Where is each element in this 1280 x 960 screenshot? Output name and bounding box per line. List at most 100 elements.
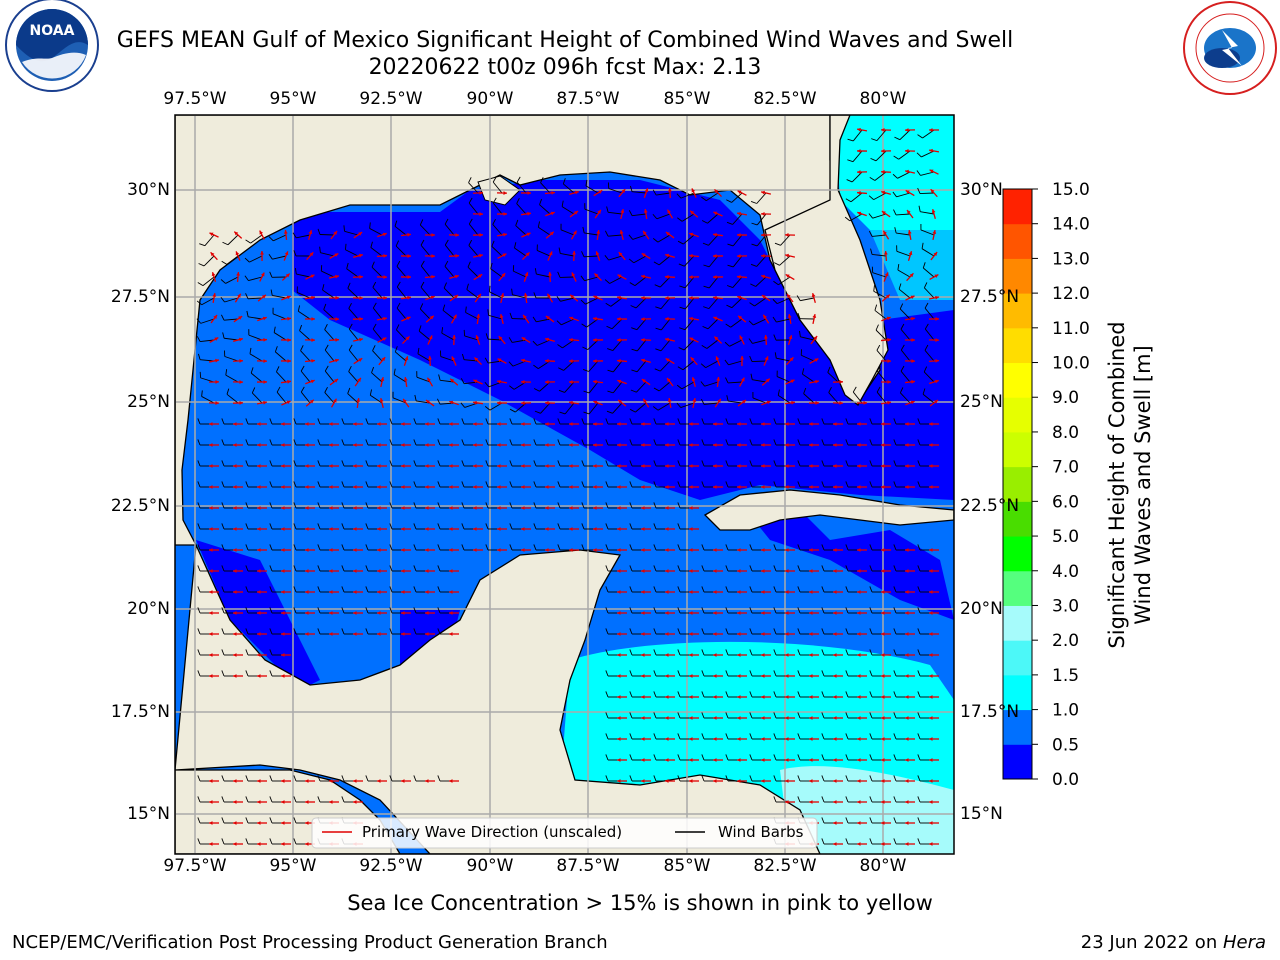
wave-arrow-head	[809, 590, 813, 594]
wave-arrow-head	[261, 294, 266, 299]
wave-arrow-head	[449, 400, 454, 405]
wind-barb-flag	[629, 418, 633, 425]
wave-arrow-head	[569, 464, 573, 468]
wind-barb	[612, 402, 623, 414]
wind-barb-flag	[485, 460, 489, 467]
wind-barb-flag	[893, 670, 897, 677]
wave-arrow-head	[281, 590, 285, 594]
wave-arrow-head	[353, 506, 357, 510]
wave-arrow-head	[233, 569, 237, 573]
wind-barb	[801, 354, 815, 362]
wind-barb-flag	[677, 544, 681, 551]
wind-barb-flag	[221, 670, 225, 677]
wind-barb-flag	[372, 281, 377, 288]
wind-barb	[249, 353, 263, 362]
colorbar-band	[1003, 466, 1032, 502]
wind-barb	[225, 374, 239, 383]
wind-barb-flag	[273, 326, 276, 333]
wind-barb-flag	[654, 284, 661, 288]
wind-barb-flag	[845, 754, 849, 761]
wave-arrow-head	[281, 443, 285, 447]
wave-arrow-head	[425, 779, 429, 783]
lat-tick-right: 22.5°N	[960, 496, 1020, 516]
wave-arrow-head	[689, 422, 693, 426]
wave-arrow-head	[929, 653, 933, 657]
wind-barb-flag	[537, 221, 540, 228]
lon-tick-bottom: 80°W	[859, 856, 907, 876]
wave-arrow-head	[209, 232, 214, 237]
wind-barb-flag	[897, 263, 900, 271]
wind-barb-flag	[773, 544, 777, 551]
wave-arrow-head	[905, 632, 909, 636]
wave-arrow-head	[257, 842, 261, 846]
wave-arrow-head	[449, 590, 453, 594]
wind-barb-flag	[845, 649, 849, 656]
wave-arrow-head	[359, 275, 363, 279]
wave-arrow-head	[761, 548, 765, 552]
wave-arrow-head	[761, 611, 765, 615]
wave-arrow-head	[935, 338, 939, 342]
wind-barb-flag	[629, 565, 633, 572]
lat-tick-left: 30°N	[127, 180, 170, 200]
wave-arrow-head	[209, 779, 213, 783]
wave-arrow-head	[353, 779, 357, 783]
wave-arrow-head	[353, 464, 357, 468]
wave-arrow-head	[689, 653, 693, 657]
wave-arrow-head	[881, 443, 885, 447]
wave-arrow-head	[641, 296, 645, 300]
wind-barb-flag	[269, 670, 273, 677]
wave-arrow-head	[713, 548, 717, 552]
wave-arrow-head	[329, 779, 333, 783]
wave-arrow-head	[929, 758, 933, 762]
wave-arrow-head	[641, 253, 646, 257]
wave-arrow-head	[689, 779, 693, 783]
wind-barb-flag	[341, 523, 345, 530]
wave-arrow-head	[881, 464, 885, 468]
colorbar-band	[1003, 501, 1032, 537]
wind-barb-flag	[772, 316, 777, 323]
wave-arrow-head	[689, 737, 693, 741]
wave-arrow-head	[449, 611, 453, 615]
map-legend: Primary Wave Direction (unscaled) Wind B…	[311, 817, 818, 849]
colorbar-band	[1003, 744, 1032, 780]
wave-arrow-head	[857, 695, 861, 699]
wind-barb-flag	[605, 670, 609, 677]
wind-barb-flag	[869, 565, 873, 572]
wind-barb-flag	[876, 386, 881, 393]
wind-barb	[345, 249, 359, 257]
wind-barb-flag	[468, 218, 473, 225]
wind-barb-flag	[605, 460, 609, 467]
wave-arrow-head	[526, 232, 531, 237]
wave-arrow-head	[911, 338, 915, 342]
wave-arrow-head	[569, 337, 573, 342]
wave-arrow-head	[527, 211, 531, 216]
wave-arrow-head	[545, 316, 550, 320]
wind-barb-flag	[797, 628, 801, 635]
wave-arrow-head	[407, 232, 411, 237]
wind-barb-flag	[725, 323, 731, 328]
wave-arrow-head	[929, 611, 933, 615]
wave-arrow-head	[425, 464, 429, 468]
wind-barb	[728, 381, 743, 384]
wind-barb	[536, 250, 551, 257]
wave-arrow-head	[713, 674, 717, 678]
wind-barb-flag	[899, 303, 904, 310]
wind-barb-flag	[772, 299, 778, 304]
wind-barb-flag	[461, 523, 465, 530]
colorbar-band	[1003, 431, 1032, 468]
wind-barb-flag	[244, 257, 250, 263]
wave-arrow-head	[473, 422, 477, 426]
wind-barb	[900, 349, 911, 362]
wave-arrow-head	[305, 485, 309, 489]
wind-barb	[636, 339, 647, 352]
wind-barb	[296, 292, 311, 299]
wave-arrow-head	[905, 716, 909, 720]
wind-barb	[634, 276, 647, 286]
wind-barb-flag	[369, 389, 372, 396]
wind-barb-flag	[869, 838, 873, 845]
wave-arrow-head	[761, 653, 765, 657]
wind-barb	[876, 370, 887, 383]
wind-barb-flag	[515, 219, 519, 226]
wave-arrow-head	[930, 189, 935, 194]
wave-arrow-head	[377, 779, 381, 783]
